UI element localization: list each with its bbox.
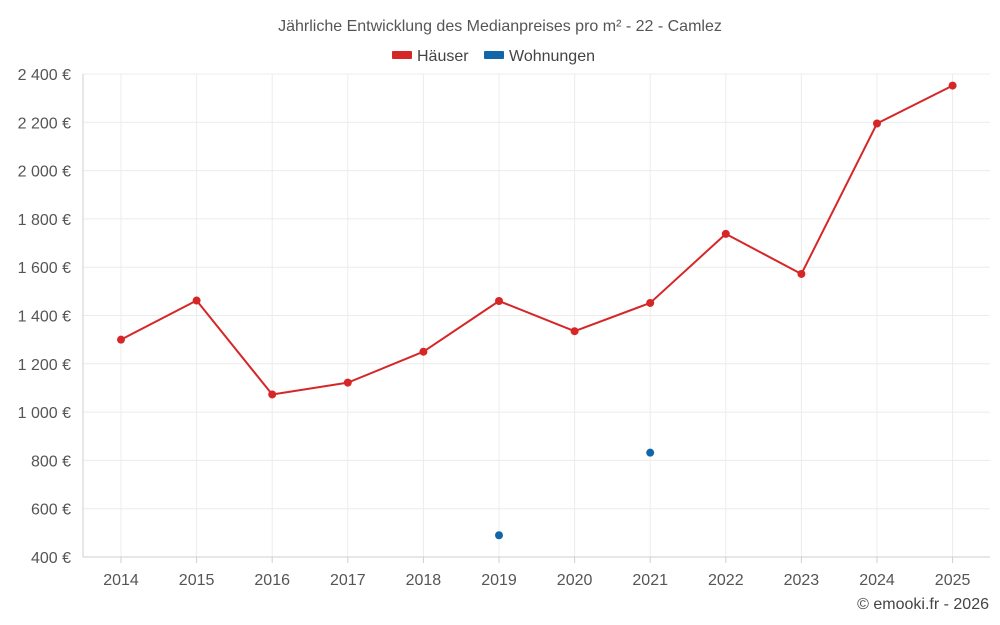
- y-axis: 400 € 600 € 800 € 1 000 € 1 200 € 1 400 € 1 60…: [18, 67, 71, 567]
- legend-label-haeuser: Häuser: [417, 48, 469, 65]
- legend-item-wohnungen[interactable]: Wohnungen: [484, 48, 595, 65]
- data-point-haeuser-2014[interactable]: [117, 335, 125, 344]
- y-tick-label: 400 €: [31, 550, 71, 567]
- data-point-haeuser-2015[interactable]: [192, 296, 201, 305]
- data-point-wohnungen-2021[interactable]: [646, 448, 655, 457]
- legend-label-wohnungen: Wohnungen: [509, 48, 595, 65]
- data-point-haeuser-2017[interactable]: [343, 378, 352, 387]
- x-tick-label: 2016: [254, 572, 290, 589]
- x-tick-label: 2021: [632, 572, 668, 589]
- series-line-haeuser: [120, 84, 954, 396]
- legend-swatch-haeuser: [392, 51, 412, 59]
- data-point-haeuser-2020[interactable]: [570, 327, 579, 336]
- data-point-haeuser-2016[interactable]: [268, 390, 277, 399]
- x-tick-label: 2017: [330, 572, 366, 589]
- credit-text: © emooki.fr - 2026: [857, 596, 989, 613]
- data-point-wohnungen-2019[interactable]: [495, 531, 503, 540]
- data-point-haeuser-2021[interactable]: [646, 298, 655, 307]
- x-tick-label: 2023: [784, 572, 820, 589]
- data-point-haeuser-2023[interactable]: [797, 269, 806, 278]
- series-wohnungen: [495, 448, 655, 540]
- legend: Häuser Wohnungen: [392, 48, 595, 65]
- x-tick-label: 2025: [935, 572, 971, 589]
- y-tick-label: 1 200 €: [18, 357, 71, 374]
- y-tick-label: 1 400 €: [18, 309, 71, 326]
- y-tick-label: 600 €: [31, 502, 71, 519]
- y-tick-label: 2 200 €: [18, 115, 71, 132]
- series: [117, 81, 957, 540]
- x-tick-label: 2020: [557, 572, 593, 589]
- data-point-haeuser-2025[interactable]: [948, 81, 957, 90]
- x-tick-label: 2018: [406, 572, 442, 589]
- y-tick-label: 1 600 €: [18, 260, 71, 277]
- x-tick-label: 2022: [708, 572, 744, 589]
- data-point-haeuser-2019[interactable]: [495, 297, 503, 306]
- x-tick-label: 2019: [481, 572, 517, 589]
- x-tick-label: 2014: [103, 572, 139, 589]
- data-point-haeuser-2018[interactable]: [419, 347, 428, 356]
- x-tick-label: 2024: [859, 572, 895, 589]
- y-tick-label: 1 000 €: [18, 405, 71, 422]
- series-haeuser: [117, 81, 957, 399]
- x-tick-label: 2015: [179, 572, 215, 589]
- y-tick-label: 800 €: [31, 453, 71, 470]
- y-tick-label: 2 400 €: [18, 67, 71, 84]
- y-tick-label: 1 800 €: [18, 212, 71, 229]
- legend-swatch-wohnungen: [484, 51, 504, 59]
- data-point-haeuser-2024[interactable]: [873, 119, 881, 128]
- y-tick-label: 2 000 €: [18, 164, 71, 181]
- data-point-haeuser-2022[interactable]: [721, 229, 730, 238]
- x-axis: 2014 2015 2016 2017 2018 2019 2020 2021 2022 2023…: [103, 557, 970, 589]
- chart-title: Jährliche Entwicklung des Medianpreises …: [278, 18, 722, 35]
- legend-item-haeuser[interactable]: Häuser: [392, 48, 469, 65]
- gridlines: [82, 73, 990, 558]
